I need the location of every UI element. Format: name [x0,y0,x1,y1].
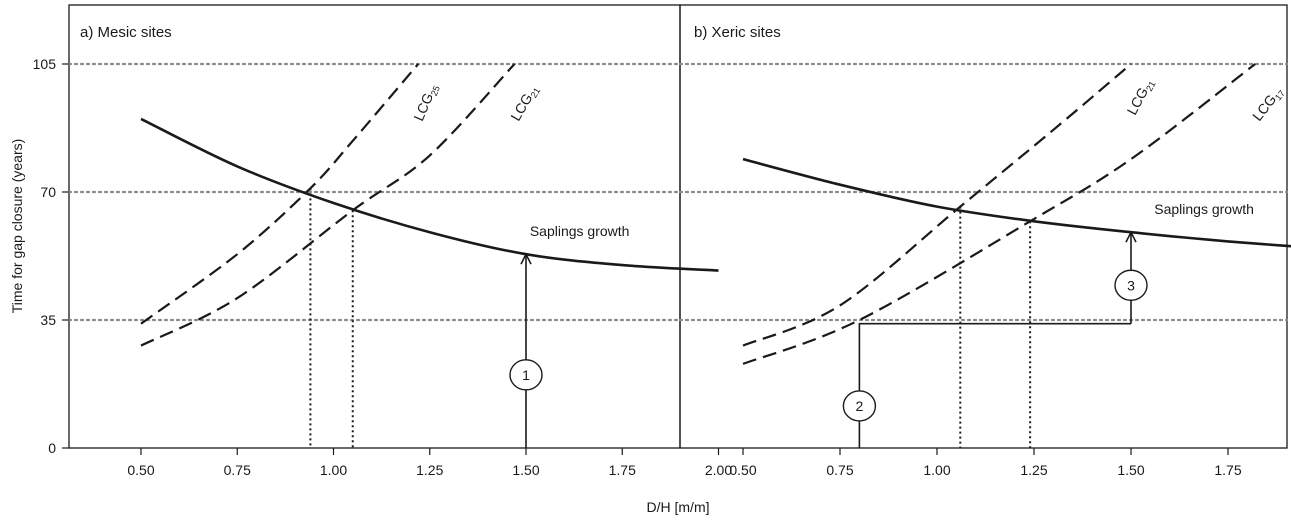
series-line-lcg17 [742,63,1256,365]
x-axis-label: D/H [m/m] [647,499,710,515]
callout-circle-3 [1114,269,1148,301]
x-tick-label: 1.75 [609,462,636,478]
x-tick-label: 1.75 [1214,462,1241,478]
panel-a-title: a) Mesic sites [80,24,172,41]
x-tick-label: 1.25 [1020,462,1047,478]
series-line-lcg25 [140,63,420,325]
y-tick-label: 0 [48,440,56,456]
panel-b-x-axis-ticks: 0.500.751.001.251.501.752.00 [729,448,1242,478]
y-tick-label: 105 [33,56,57,72]
y-tick-label: 35 [40,312,56,328]
callout-circle-2 [842,390,877,422]
x-tick-label: 0.50 [127,462,154,478]
panel-b-frame [679,4,1288,449]
panel-a-grid [67,62,682,322]
annotation-path-2 [858,322,1131,448]
callout-number: 1 [522,367,530,383]
lcg-label: LCG25 [410,81,442,124]
lcg-label: LCG21 [1124,76,1158,119]
panel-b-grid [678,62,1289,322]
panel-b-title: b) Xeric sites [694,24,781,41]
x-tick-label: 2.00 [705,462,732,478]
callout-circle-1 [509,359,543,391]
x-tick-label: 0.50 [729,462,756,478]
y-axis-label: Time for gap closure (years) [9,139,25,314]
series-line-lcg21 [742,63,1132,347]
saplings-growth-label: Saplings growth [1154,201,1254,217]
x-tick-label: 1.25 [416,462,443,478]
lcg-label: LCG21 [507,82,542,125]
callout-number: 2 [856,398,864,414]
series-line-saplings-growth [140,117,719,272]
x-tick-label: 1.00 [923,462,950,478]
panel-b-plot: Saplings growth LCG21 LCG17 2 3 [742,63,1291,448]
x-tick-label: 1.50 [512,462,539,478]
y-axis-ticks: 0 35 70 105 [33,56,69,456]
lcg-label: LCG17 [1249,83,1287,125]
panel-a-plot: Saplings growth LCG25 LCG21 1 [140,63,719,448]
series-line-saplings-growth [742,157,1291,248]
callout-number: 3 [1127,277,1135,293]
saplings-growth-label: Saplings growth [530,223,630,239]
series-line-lcg21 [140,63,516,347]
x-tick-label: 0.75 [224,462,251,478]
panel-a-x-axis-ticks: 0.50 0.75 1.00 1.25 1.50 1.75 2.00 [127,448,732,478]
x-tick-label: 1.50 [1117,462,1144,478]
x-tick-label: 1.00 [320,462,347,478]
x-tick-label: 0.75 [826,462,853,478]
y-tick-label: 70 [40,184,56,200]
